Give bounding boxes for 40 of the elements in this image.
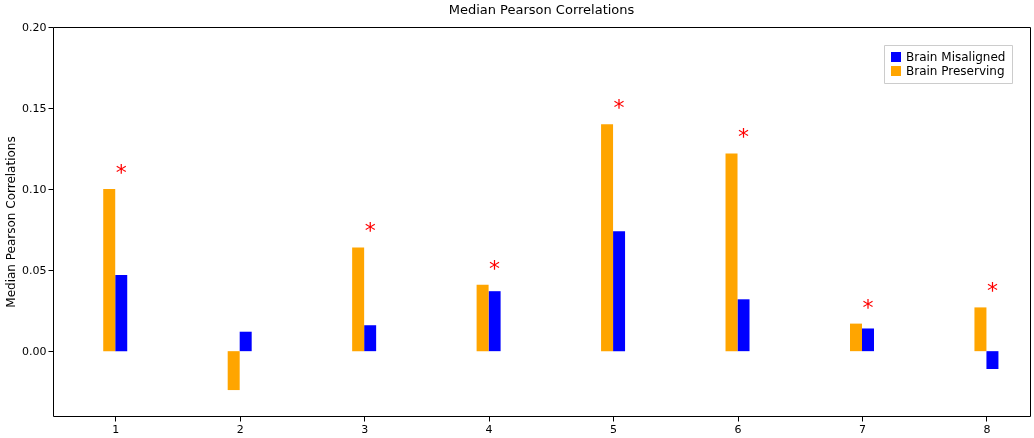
x-tick-label: 8 xyxy=(983,422,991,436)
bar xyxy=(115,274,128,352)
annotation: * xyxy=(115,160,127,186)
annotation: * xyxy=(986,278,998,304)
y-tick-label: 0.10 xyxy=(22,182,47,196)
bar xyxy=(974,307,987,352)
bar xyxy=(725,153,738,352)
bar xyxy=(488,291,501,352)
annotation: * xyxy=(738,124,750,150)
x-tick-label: 1 xyxy=(112,422,120,436)
x-tick-label: 6 xyxy=(734,422,742,436)
chart-title: Median Pearson Correlations xyxy=(448,2,635,17)
x-tick-label: 7 xyxy=(858,422,866,436)
legend-label: Brain Preserving xyxy=(906,64,1005,78)
bar xyxy=(476,284,489,352)
bar xyxy=(613,231,626,352)
annotation: * xyxy=(613,95,625,121)
y-axis-title: Median Pearson Correlations xyxy=(4,136,19,308)
x-tick-label: 3 xyxy=(361,422,369,436)
bar xyxy=(364,325,377,352)
bar xyxy=(103,189,116,352)
annotation: * xyxy=(862,294,874,320)
y-tick-label: 0.15 xyxy=(22,101,47,115)
bar xyxy=(849,323,862,352)
bar xyxy=(239,331,252,352)
bar xyxy=(986,351,999,369)
x-tick-label: 5 xyxy=(610,422,618,436)
x-tick-label: 2 xyxy=(236,422,244,436)
bar xyxy=(601,124,614,352)
y-tick-label: 0.20 xyxy=(22,20,47,34)
y-tick-label: 0.00 xyxy=(22,344,47,358)
legend-label: Brain Misaligned xyxy=(906,50,1006,64)
y-tick-label: 0.05 xyxy=(22,263,47,277)
annotation: * xyxy=(364,218,376,244)
x-tick-label: 4 xyxy=(485,422,493,436)
bar xyxy=(737,299,750,352)
bar xyxy=(352,247,365,352)
bar xyxy=(861,328,874,352)
annotation: * xyxy=(489,255,501,281)
bar xyxy=(227,351,240,391)
